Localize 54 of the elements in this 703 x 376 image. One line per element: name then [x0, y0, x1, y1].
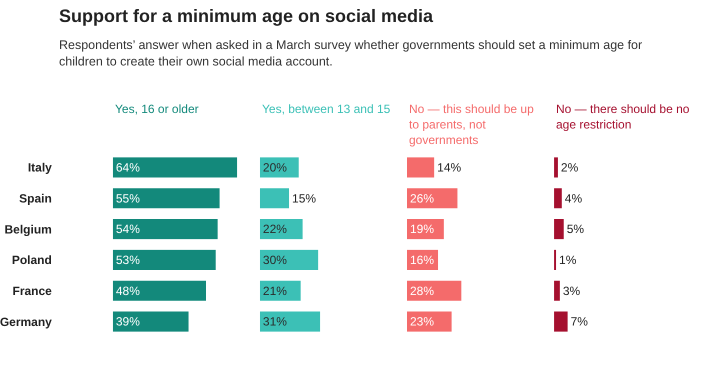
data-label: 7% [570, 314, 588, 329]
y-tick-label: France [12, 284, 52, 298]
bar [554, 188, 562, 208]
data-label: 21% [262, 284, 288, 298]
bar [260, 312, 320, 332]
data-label: 2% [560, 160, 579, 174]
data-label: 31% [262, 314, 288, 329]
data-label: 28% [410, 284, 434, 298]
bar [112, 250, 216, 270]
y-tick-label: Italy [28, 160, 52, 175]
data-label: 4% [564, 191, 582, 206]
bar [554, 280, 560, 301]
bar [112, 312, 189, 332]
chart-title: Support for a minimum age on social media [59, 6, 434, 26]
data-label: 15% [292, 191, 316, 206]
data-label: 30% [262, 252, 288, 267]
bar [260, 280, 301, 301]
y-tick-label: Poland [12, 253, 52, 268]
bar [554, 157, 558, 178]
text: No — there should be no age restriction [556, 102, 690, 132]
bar [406, 188, 458, 208]
data-label: 26% [410, 191, 434, 206]
data-label: 1% [559, 252, 577, 267]
bar [112, 219, 218, 240]
data-label: 53% [116, 252, 140, 267]
series-label: No — this should be up to parents, not governments [409, 102, 534, 148]
y-tick-label: Germany [0, 314, 52, 329]
data-label: 3% [562, 284, 581, 298]
data-label: 16% [410, 252, 434, 267]
data-label: 64% [116, 160, 140, 174]
data-label: 22% [262, 222, 288, 236]
data-label: 54% [116, 222, 140, 236]
bar [554, 219, 564, 240]
data-label: 55% [116, 191, 140, 206]
data-label: 48% [116, 284, 140, 298]
bar [112, 157, 238, 178]
bar [406, 157, 434, 178]
y-tick-label: Belgium [4, 222, 52, 236]
text: Yes, 16 or older [115, 102, 199, 116]
bar [406, 280, 462, 301]
data-label: 23% [410, 314, 434, 329]
text: Yes, between 13 and 15 [262, 102, 391, 116]
data-label: 39% [116, 314, 140, 329]
bar [112, 280, 206, 301]
bar [112, 188, 220, 208]
text: Respondents’ answer when asked in a March survey whether governments should set a minimum age for children to create their own social media account. [59, 38, 642, 68]
y-tick-label: Spain [19, 191, 52, 206]
bar [260, 250, 318, 270]
data-label: 19% [410, 222, 434, 236]
bar [260, 188, 290, 208]
bar [554, 312, 568, 332]
data-label: 5% [566, 222, 584, 236]
data-label: 14% [437, 160, 462, 174]
data-label: 20% [262, 160, 288, 174]
